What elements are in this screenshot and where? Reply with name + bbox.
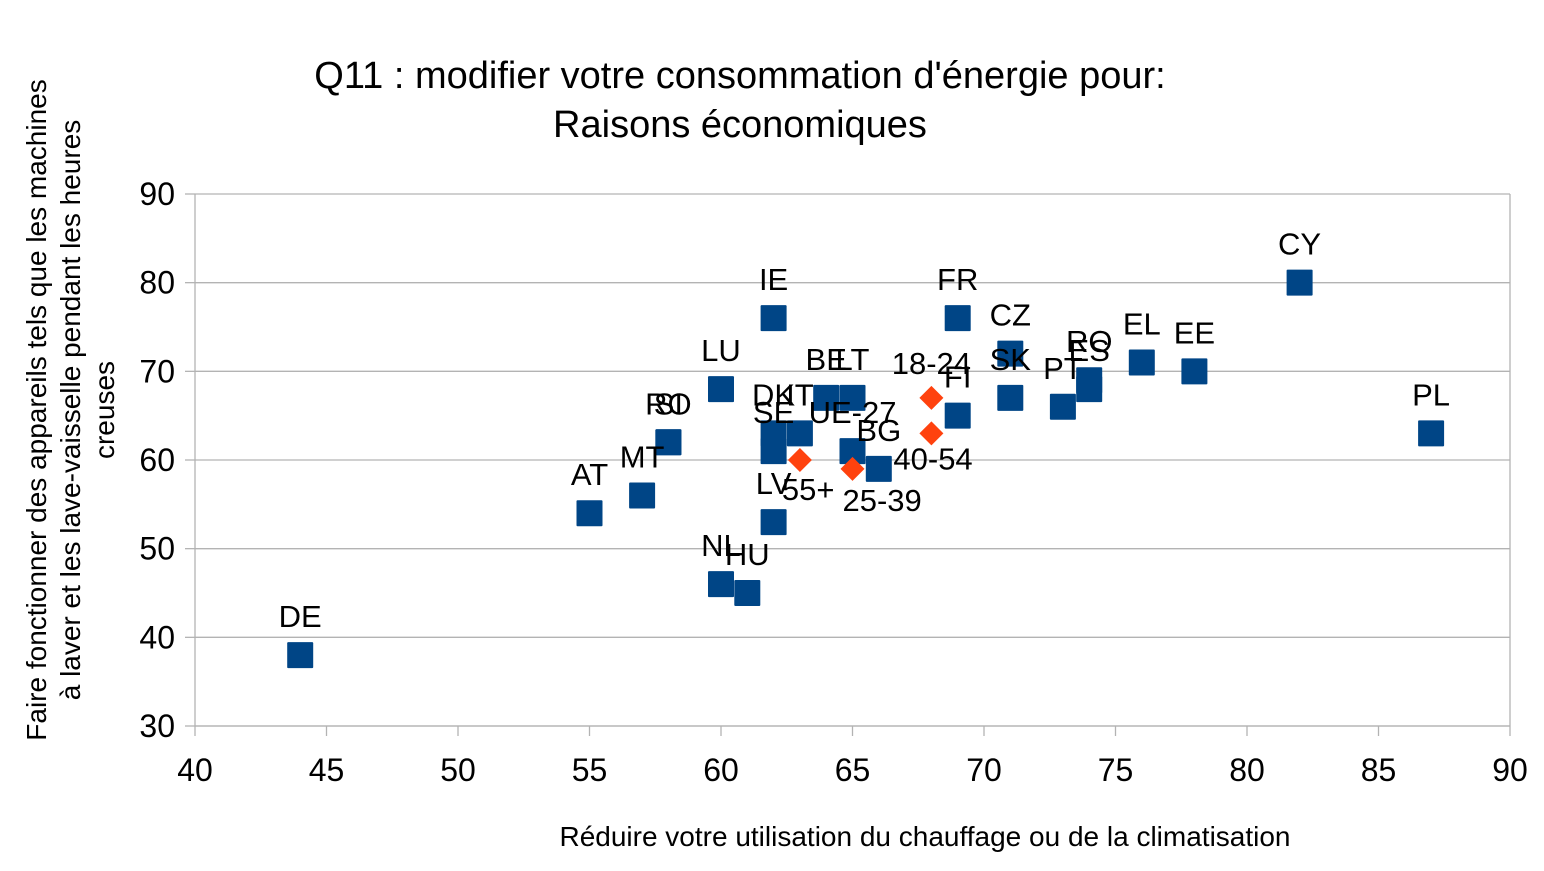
point-label: CY xyxy=(1278,227,1321,262)
marker-ee xyxy=(1181,358,1208,385)
y-tick-labels: 30 40 50 60 70 80 90 xyxy=(139,176,175,744)
marker-ie xyxy=(760,305,787,332)
y-tick-label: 30 xyxy=(139,708,175,744)
marker-age-40-54 xyxy=(919,421,944,446)
marker-se xyxy=(760,438,787,465)
marker-ro xyxy=(655,429,682,456)
y-tick-label: 60 xyxy=(139,442,175,478)
marker-mt xyxy=(629,482,656,509)
x-tick-label: 90 xyxy=(1492,752,1528,788)
marker-nl xyxy=(708,571,734,598)
marker-age-25-39 xyxy=(840,456,865,481)
marker-ue-27 xyxy=(839,438,866,465)
point-label: PL xyxy=(1412,377,1450,412)
point-label: SE xyxy=(753,395,794,430)
point-label: IE xyxy=(759,262,788,297)
chart-title-line-1: Q11 : modifier votre consommation d'éner… xyxy=(314,55,1165,97)
point-label: 55+ xyxy=(782,472,835,507)
x-tick-label: 75 xyxy=(1098,752,1134,788)
x-tick-label: 70 xyxy=(966,752,1002,788)
marker-at xyxy=(576,500,603,527)
point-label: AT xyxy=(571,457,608,492)
x-tick-labels: 40 45 50 55 60 65 70 75 80 85 90 xyxy=(177,752,1528,788)
gridlines xyxy=(195,193,1510,727)
point-label: LU xyxy=(701,333,741,368)
marker-el xyxy=(1128,349,1155,376)
point-label: LV xyxy=(756,466,792,501)
data-labels: DEATMTSIROLUNLHUIEDKSELVITBELTUE-27BGFRF… xyxy=(279,227,1450,634)
x-tick-label: 60 xyxy=(703,752,739,788)
x-tick-label: 85 xyxy=(1361,752,1397,788)
marker-age-55+ xyxy=(787,448,812,472)
marker-fi xyxy=(944,402,971,429)
x-tick-label: 80 xyxy=(1229,752,1265,788)
marker-cz xyxy=(997,340,1024,367)
point-label: BG xyxy=(856,413,901,448)
marker-lt xyxy=(839,384,866,411)
point-label: IT xyxy=(786,377,814,412)
point-label: UE-27 xyxy=(809,395,897,430)
point-label: RO xyxy=(645,386,692,421)
point-label: DE xyxy=(279,599,322,634)
point-label: EE xyxy=(1174,315,1215,350)
x-tick-label: 40 xyxy=(177,752,213,788)
marker-age-18-24 xyxy=(919,385,944,410)
x-tick-label: 65 xyxy=(835,752,871,788)
point-label: NL xyxy=(701,528,741,563)
point-label: FI xyxy=(944,360,972,395)
marker-lv xyxy=(760,509,787,536)
y-tick-label: 50 xyxy=(139,531,175,567)
x-tick-label: 50 xyxy=(440,752,476,788)
y-axis-title-line-1: Faire fonctionner des appareils tels que… xyxy=(21,79,52,740)
marker-pl xyxy=(1418,420,1445,447)
point-label: CZ xyxy=(990,298,1031,333)
marker-de xyxy=(287,642,314,669)
marker-pt xyxy=(1049,393,1076,420)
y-tick-label: 70 xyxy=(139,353,175,389)
point-label: DK xyxy=(752,377,795,412)
marker-sk xyxy=(997,384,1024,411)
point-label: BE xyxy=(806,342,847,377)
y-axis-title-line-2: à laver et les lave-vaisselle pendant le… xyxy=(55,120,86,701)
marker-lu xyxy=(708,376,734,403)
point-label: 18-24 xyxy=(892,346,971,381)
marker-fr xyxy=(944,305,971,332)
marker-hu xyxy=(734,580,761,606)
chart-title-line-2: Raisons économiques xyxy=(553,104,927,146)
point-label: SI xyxy=(654,386,683,421)
y-axis-title: Faire fonctionner des appareils tels que… xyxy=(21,79,120,740)
point-label: EL xyxy=(1123,306,1161,341)
x-tick-label: 45 xyxy=(309,752,345,788)
marker-bg xyxy=(865,455,892,482)
y-tick-label: 40 xyxy=(139,619,175,655)
axes xyxy=(185,193,1511,736)
marker-it xyxy=(786,420,813,447)
y-axis-title-line-3: creuses xyxy=(89,361,120,459)
point-label: 25-39 xyxy=(843,483,922,518)
y-tick-label: 90 xyxy=(139,176,175,212)
point-label: RO xyxy=(1066,324,1113,359)
point-label: PT xyxy=(1043,351,1083,386)
x-axis-title: Réduire votre utilisation du chauffage o… xyxy=(559,821,1290,852)
point-label: FR xyxy=(937,262,978,297)
point-label: HU xyxy=(725,537,770,572)
x-tick-label: 55 xyxy=(572,752,608,788)
data-markers xyxy=(287,269,1445,669)
point-label: MT xyxy=(620,439,665,474)
marker-cy xyxy=(1286,269,1313,296)
point-label: ES xyxy=(1069,333,1110,368)
point-label: SK xyxy=(990,342,1032,377)
point-label: LT xyxy=(836,342,870,377)
y-tick-label: 80 xyxy=(139,265,175,301)
point-label: 40-54 xyxy=(893,441,972,476)
marker-be xyxy=(813,384,840,411)
marker-es xyxy=(1076,376,1103,403)
